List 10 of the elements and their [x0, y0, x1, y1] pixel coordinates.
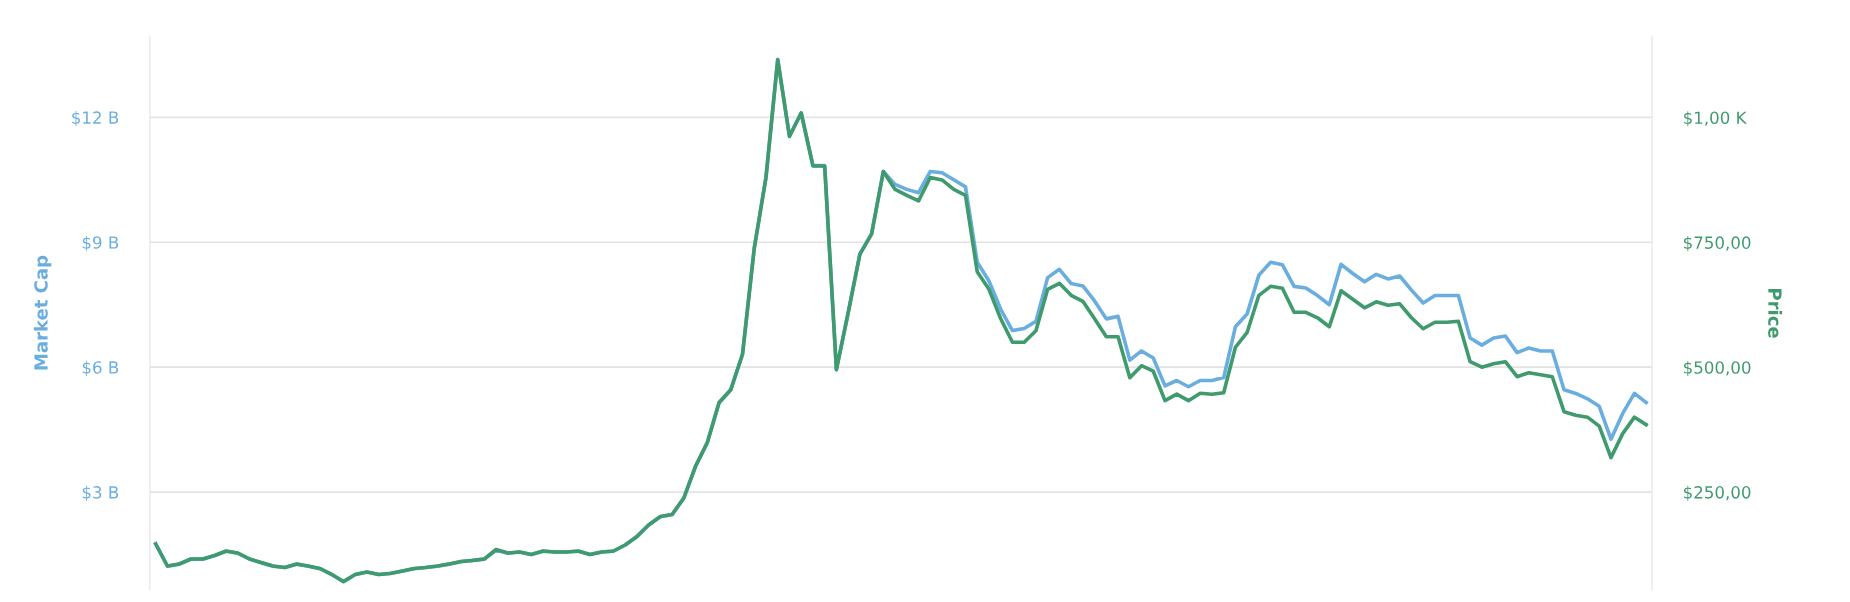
y-tick-label: $3 B	[82, 485, 119, 501]
y-tick-label: $12 B	[72, 110, 119, 127]
y2-tick-label: $1,00 K	[1683, 111, 1747, 127]
y-tick-label: $9 B	[82, 235, 119, 252]
y2-tick-label: $250,00	[1683, 485, 1751, 501]
y2-axis-title: Price	[1768, 289, 1783, 338]
y2-tick-label: $500,00	[1683, 360, 1751, 377]
y2-tick-label: $750,00	[1683, 236, 1751, 252]
y-axis-title: Market Cap	[33, 255, 52, 370]
y-tick-label: $6 B	[82, 360, 119, 376]
